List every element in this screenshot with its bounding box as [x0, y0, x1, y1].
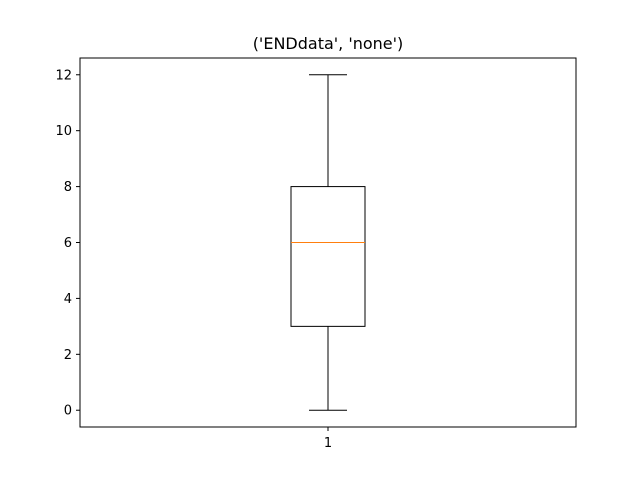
y-tick-label: 6 — [64, 236, 72, 251]
y-tick-label: 2 — [64, 348, 72, 363]
x-tick-label: 1 — [324, 436, 332, 451]
y-tick-label: 4 — [64, 292, 72, 307]
y-tick-label: 0 — [64, 404, 72, 419]
y-tick-label: 12 — [55, 68, 72, 83]
y-tick-label: 8 — [64, 180, 72, 195]
plot-area: 0 2 4 6 8 10 12 1 — [55, 57, 577, 451]
y-tick-label: 10 — [55, 124, 72, 139]
box-iqr — [290, 186, 366, 327]
chart-title: ('ENDdata', 'none') — [253, 34, 404, 53]
